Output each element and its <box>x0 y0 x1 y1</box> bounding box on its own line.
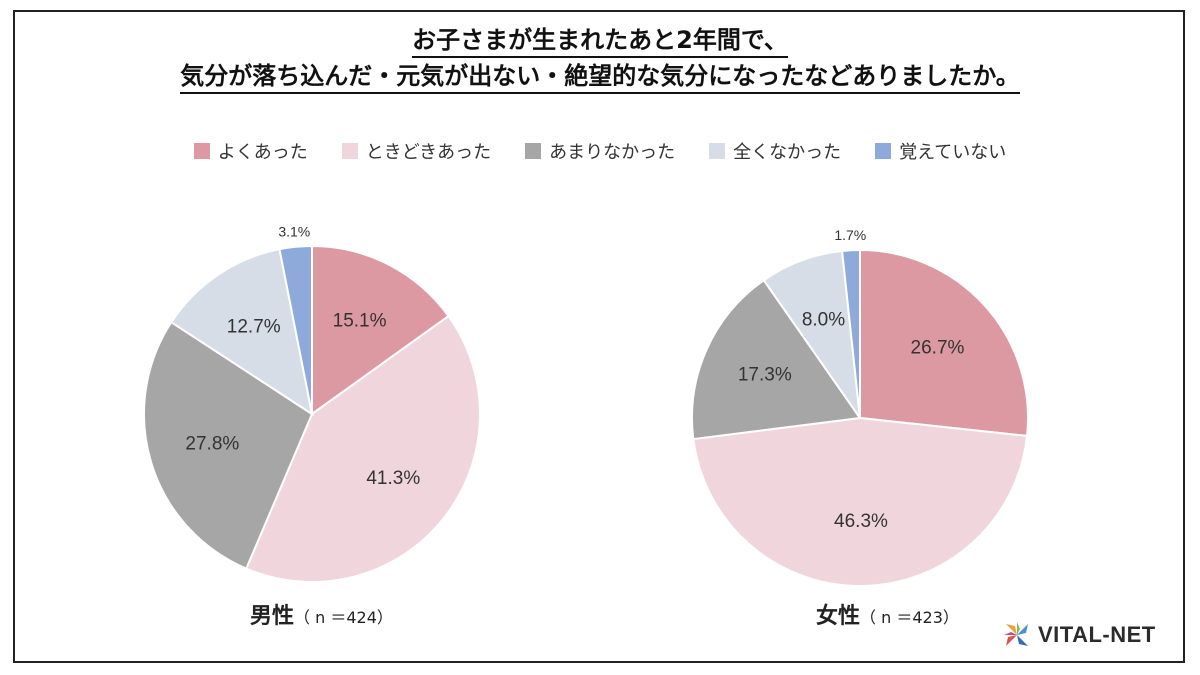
data-label-often: 15.1% <box>333 310 387 331</box>
legend-swatch <box>193 143 210 159</box>
pie-slice-sometimes <box>692 416 1029 587</box>
data-label-never: 8.0% <box>802 309 845 330</box>
pie-chart-male: 15.1% 41.3% 27.8% 12.7% 3.1% <box>143 224 481 583</box>
data-label-sometimes: 41.3% <box>366 468 420 489</box>
legend-swatch <box>341 143 358 159</box>
data-label-rarely: 27.8% <box>185 433 239 454</box>
logo-text: VITAL-NET <box>1038 622 1156 647</box>
pie-slice-dont-remember <box>840 248 861 419</box>
vital-net-logo: VITAL-NET <box>1002 620 1156 650</box>
caption-male-title: 男性 <box>250 604 295 629</box>
data-label-rarely: 17.3% <box>738 365 792 386</box>
legend-swatch <box>709 143 726 159</box>
legend-item-dont-remember: 覚えていない <box>875 138 1006 164</box>
pie-slice-never <box>169 248 314 417</box>
caption-male-n: （ n ＝424） <box>294 608 393 627</box>
pie-slice-dont-remember <box>278 244 313 415</box>
title-line-1: お子さまが生まれたあと2年間で、 <box>412 24 788 58</box>
data-label-often: 26.7% <box>911 337 965 358</box>
chart-frame <box>13 10 1185 663</box>
legend-swatch <box>875 143 892 159</box>
pie-slice-often <box>311 244 450 416</box>
data-label-dont-remember: 3.1% <box>278 224 310 240</box>
legend-label: あまりなかった <box>549 142 676 163</box>
caption-female: 女性（ n ＝423） <box>816 598 959 630</box>
data-label-never: 12.7% <box>227 317 281 338</box>
legend-item-often: よくあった <box>193 138 308 164</box>
legend-item-never: 全くなかった <box>709 138 841 164</box>
legend: よくあった ときどきあった あまりなかった 全くなかった 覚えていない <box>0 138 1200 164</box>
legend-item-rarely: あまりなかった <box>525 138 675 164</box>
caption-female-n: （ n ＝423） <box>860 608 959 627</box>
pie-slice-often <box>859 248 1029 438</box>
pie-slice-rarely <box>143 320 314 570</box>
data-label-sometimes: 46.3% <box>834 511 888 532</box>
legend-label: 覚えていない <box>899 142 1007 163</box>
pie-chart-female: 26.7% 46.3% 17.3% 8.0% 1.7% <box>691 227 1029 587</box>
caption-male: 男性（ n ＝424） <box>250 598 393 630</box>
legend-swatch <box>525 143 542 159</box>
legend-label: よくあった <box>217 142 308 163</box>
title-line-2: 気分が落ち込んだ・元気が出ない・絶望的な気分になったなどありましたか。 <box>180 60 1020 94</box>
legend-label: 全くなかった <box>733 142 842 163</box>
pie-slice-sometimes <box>244 314 481 583</box>
legend-label: ときどきあった <box>365 142 492 163</box>
caption-female-title: 女性 <box>816 604 861 629</box>
data-label-dont-remember: 1.7% <box>834 227 866 243</box>
vital-net-mark-icon <box>1004 622 1028 646</box>
pie-slice-rarely <box>691 278 862 441</box>
legend-item-sometimes: ときどきあった <box>341 138 492 164</box>
chart-title: お子さまが生まれたあと2年間で、 気分が落ち込んだ・元気が出ない・絶望的な気分に… <box>0 22 1200 94</box>
